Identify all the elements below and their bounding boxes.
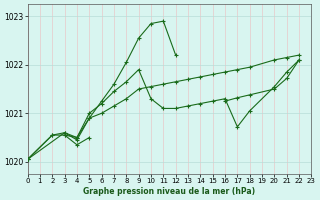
X-axis label: Graphe pression niveau de la mer (hPa): Graphe pression niveau de la mer (hPa) xyxy=(84,187,256,196)
